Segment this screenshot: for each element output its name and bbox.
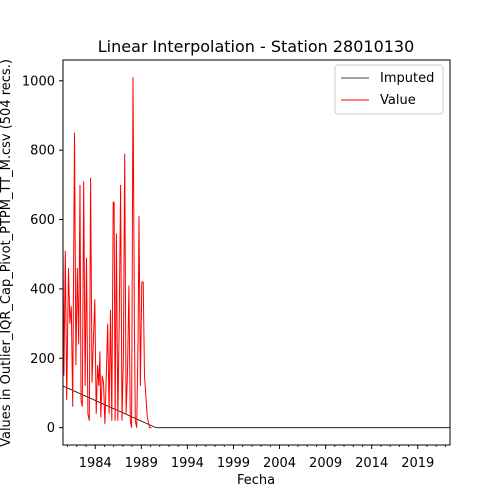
x-tick-label: 1984: [79, 456, 112, 471]
x-tick-label: 2004: [263, 456, 296, 471]
y-tick-label: 600: [30, 213, 55, 228]
x-tick-label: 2019: [401, 456, 434, 471]
y-tick-label: 200: [30, 352, 55, 367]
plot-frame: [62, 59, 451, 446]
plot-area: [62, 77, 450, 429]
x-tick-label: 2014: [355, 456, 388, 471]
y-tick-label: 0: [47, 421, 55, 436]
chart-title: Linear Interpolation - Station 28010130: [98, 37, 415, 56]
x-tick-label: 2009: [309, 456, 342, 471]
x-axis-label: Fecha: [237, 473, 275, 488]
legend: Imputed Value: [334, 64, 444, 115]
x-tick-label: 1989: [125, 456, 158, 471]
x-axis: 1984 1989 1994 1999 2004 2009 2014 2019: [67, 445, 446, 471]
series-line-imputed: [62, 385, 450, 429]
y-tick-label: 800: [30, 144, 55, 159]
y-tick-label: 400: [30, 282, 55, 297]
y-axis: 0 200 400 600 800 1000: [22, 74, 63, 436]
legend-label-value: Value: [380, 93, 416, 108]
series-line-value: [62, 77, 152, 429]
x-tick-label: 1999: [217, 456, 250, 471]
y-axis-label: Values in Outlier_IQR_Cap_Pivot_PTPM_TT_…: [0, 59, 14, 447]
legend-box: [334, 64, 444, 115]
x-tick-label: 1994: [171, 456, 204, 471]
legend-label-imputed: Imputed: [380, 71, 434, 86]
y-tick-label: 1000: [22, 74, 55, 89]
